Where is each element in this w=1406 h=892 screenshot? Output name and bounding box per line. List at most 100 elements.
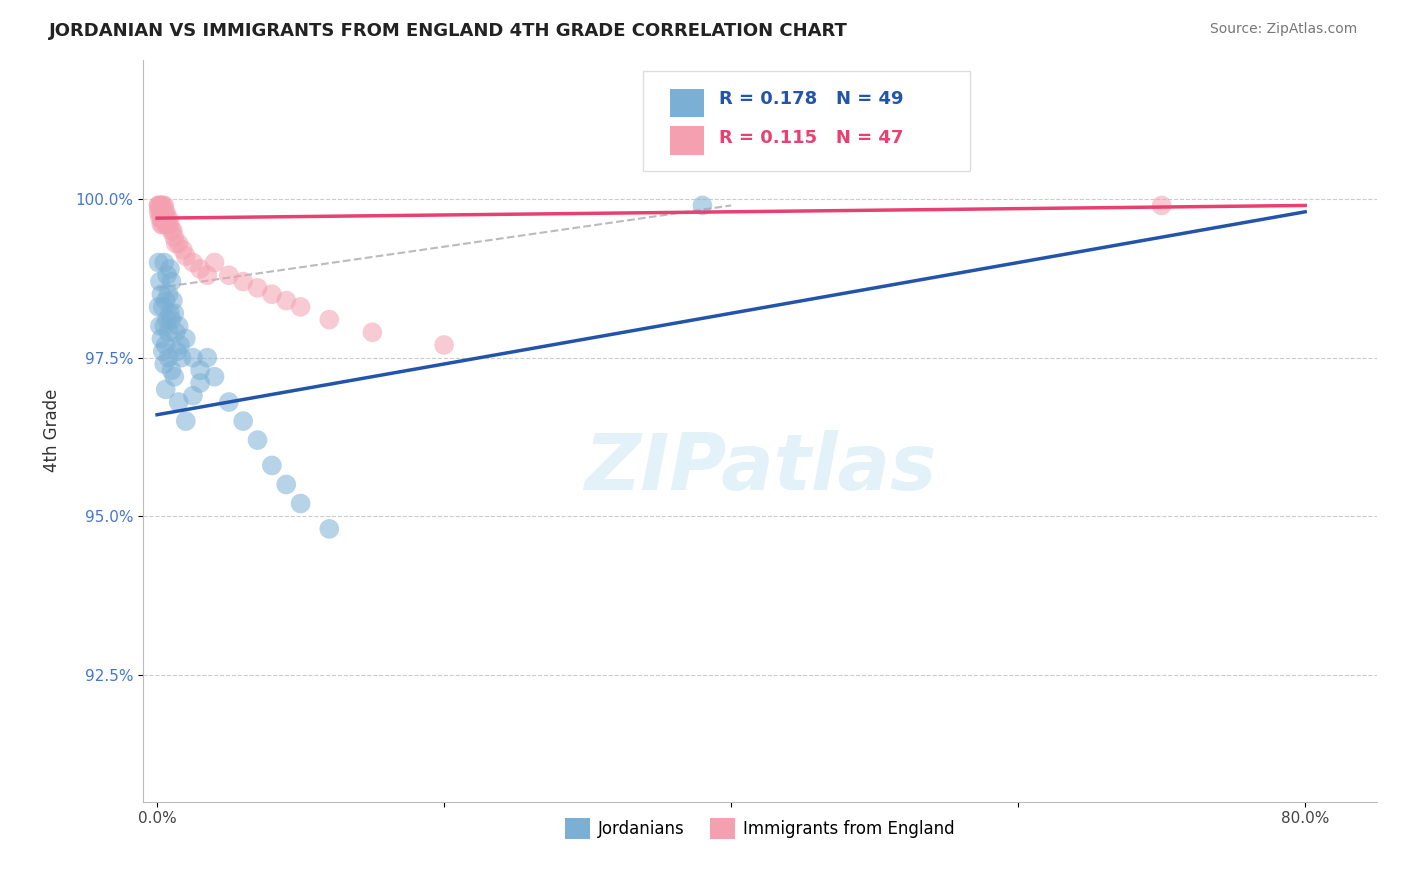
Point xyxy=(181,389,204,403)
Point xyxy=(188,376,211,390)
Point xyxy=(160,275,183,289)
Legend: Jordanians, Immigrants from England: Jordanians, Immigrants from England xyxy=(558,812,962,846)
Point xyxy=(153,357,176,371)
Point xyxy=(204,255,226,269)
Point xyxy=(276,477,298,491)
Point xyxy=(1150,198,1173,212)
Point xyxy=(156,268,179,283)
Point xyxy=(157,211,180,226)
Point xyxy=(167,236,190,251)
Point xyxy=(156,211,179,226)
Point xyxy=(246,433,269,447)
Point xyxy=(155,293,177,308)
Point xyxy=(157,287,180,301)
Point xyxy=(218,395,240,409)
Point xyxy=(152,211,174,226)
Point xyxy=(149,275,172,289)
Point xyxy=(150,198,173,212)
Point xyxy=(152,198,174,212)
Point xyxy=(167,318,190,333)
Point xyxy=(163,306,186,320)
Point xyxy=(318,522,340,536)
Point xyxy=(162,293,184,308)
Point xyxy=(149,204,172,219)
Point xyxy=(163,369,186,384)
Point xyxy=(290,300,312,314)
Point xyxy=(157,326,180,340)
Point xyxy=(153,198,176,212)
Point xyxy=(204,369,226,384)
Point xyxy=(150,287,173,301)
Point xyxy=(148,198,170,212)
Point xyxy=(153,211,176,226)
Point xyxy=(361,326,384,340)
Point xyxy=(166,344,188,359)
Point xyxy=(174,332,197,346)
Point xyxy=(433,338,456,352)
Point xyxy=(155,218,177,232)
Point xyxy=(174,249,197,263)
Point xyxy=(169,338,191,352)
Point xyxy=(165,326,187,340)
Point xyxy=(159,218,181,232)
Text: R = 0.178   N = 49: R = 0.178 N = 49 xyxy=(718,90,904,108)
Point xyxy=(153,318,176,333)
Point xyxy=(148,300,170,314)
Point xyxy=(188,261,211,276)
Point xyxy=(188,363,211,377)
Text: Source: ZipAtlas.com: Source: ZipAtlas.com xyxy=(1209,22,1357,37)
Point xyxy=(153,255,176,269)
Point xyxy=(155,383,177,397)
Point xyxy=(218,268,240,283)
Point xyxy=(174,414,197,428)
Point xyxy=(150,332,173,346)
Point xyxy=(165,236,187,251)
Point xyxy=(150,204,173,219)
Point xyxy=(160,224,183,238)
Point xyxy=(156,218,179,232)
Point xyxy=(153,204,176,219)
Point xyxy=(152,300,174,314)
Point xyxy=(149,198,172,212)
Point xyxy=(276,293,298,308)
Point xyxy=(152,218,174,232)
Point xyxy=(172,243,194,257)
Point xyxy=(163,230,186,244)
Point xyxy=(150,198,173,212)
Text: JORDANIAN VS IMMIGRANTS FROM ENGLAND 4TH GRADE CORRELATION CHART: JORDANIAN VS IMMIGRANTS FROM ENGLAND 4TH… xyxy=(49,22,848,40)
Point xyxy=(318,312,340,326)
Point xyxy=(156,312,179,326)
Point xyxy=(149,318,172,333)
Text: ZIPatlas: ZIPatlas xyxy=(583,430,936,506)
Point xyxy=(260,287,283,301)
Point xyxy=(195,351,218,365)
Point xyxy=(159,261,181,276)
Point xyxy=(170,351,193,365)
Point xyxy=(150,211,173,226)
Point xyxy=(160,363,183,377)
Point xyxy=(150,218,173,232)
Point xyxy=(155,211,177,226)
Point xyxy=(246,281,269,295)
Point xyxy=(148,198,170,212)
Point xyxy=(181,255,204,269)
Point xyxy=(148,255,170,269)
Point xyxy=(290,496,312,510)
Point xyxy=(155,204,177,219)
Point xyxy=(160,312,183,326)
Point xyxy=(157,351,180,365)
Point xyxy=(148,204,170,219)
Point xyxy=(260,458,283,473)
Point xyxy=(152,344,174,359)
Point xyxy=(152,204,174,219)
Bar xyxy=(669,127,704,154)
Text: R = 0.115   N = 47: R = 0.115 N = 47 xyxy=(718,128,904,146)
Y-axis label: 4th Grade: 4th Grade xyxy=(44,389,60,472)
Point xyxy=(162,224,184,238)
Point xyxy=(157,218,180,232)
Bar xyxy=(669,88,704,117)
Point xyxy=(167,395,190,409)
Point xyxy=(232,414,254,428)
Point xyxy=(692,198,714,212)
Point xyxy=(149,211,172,226)
